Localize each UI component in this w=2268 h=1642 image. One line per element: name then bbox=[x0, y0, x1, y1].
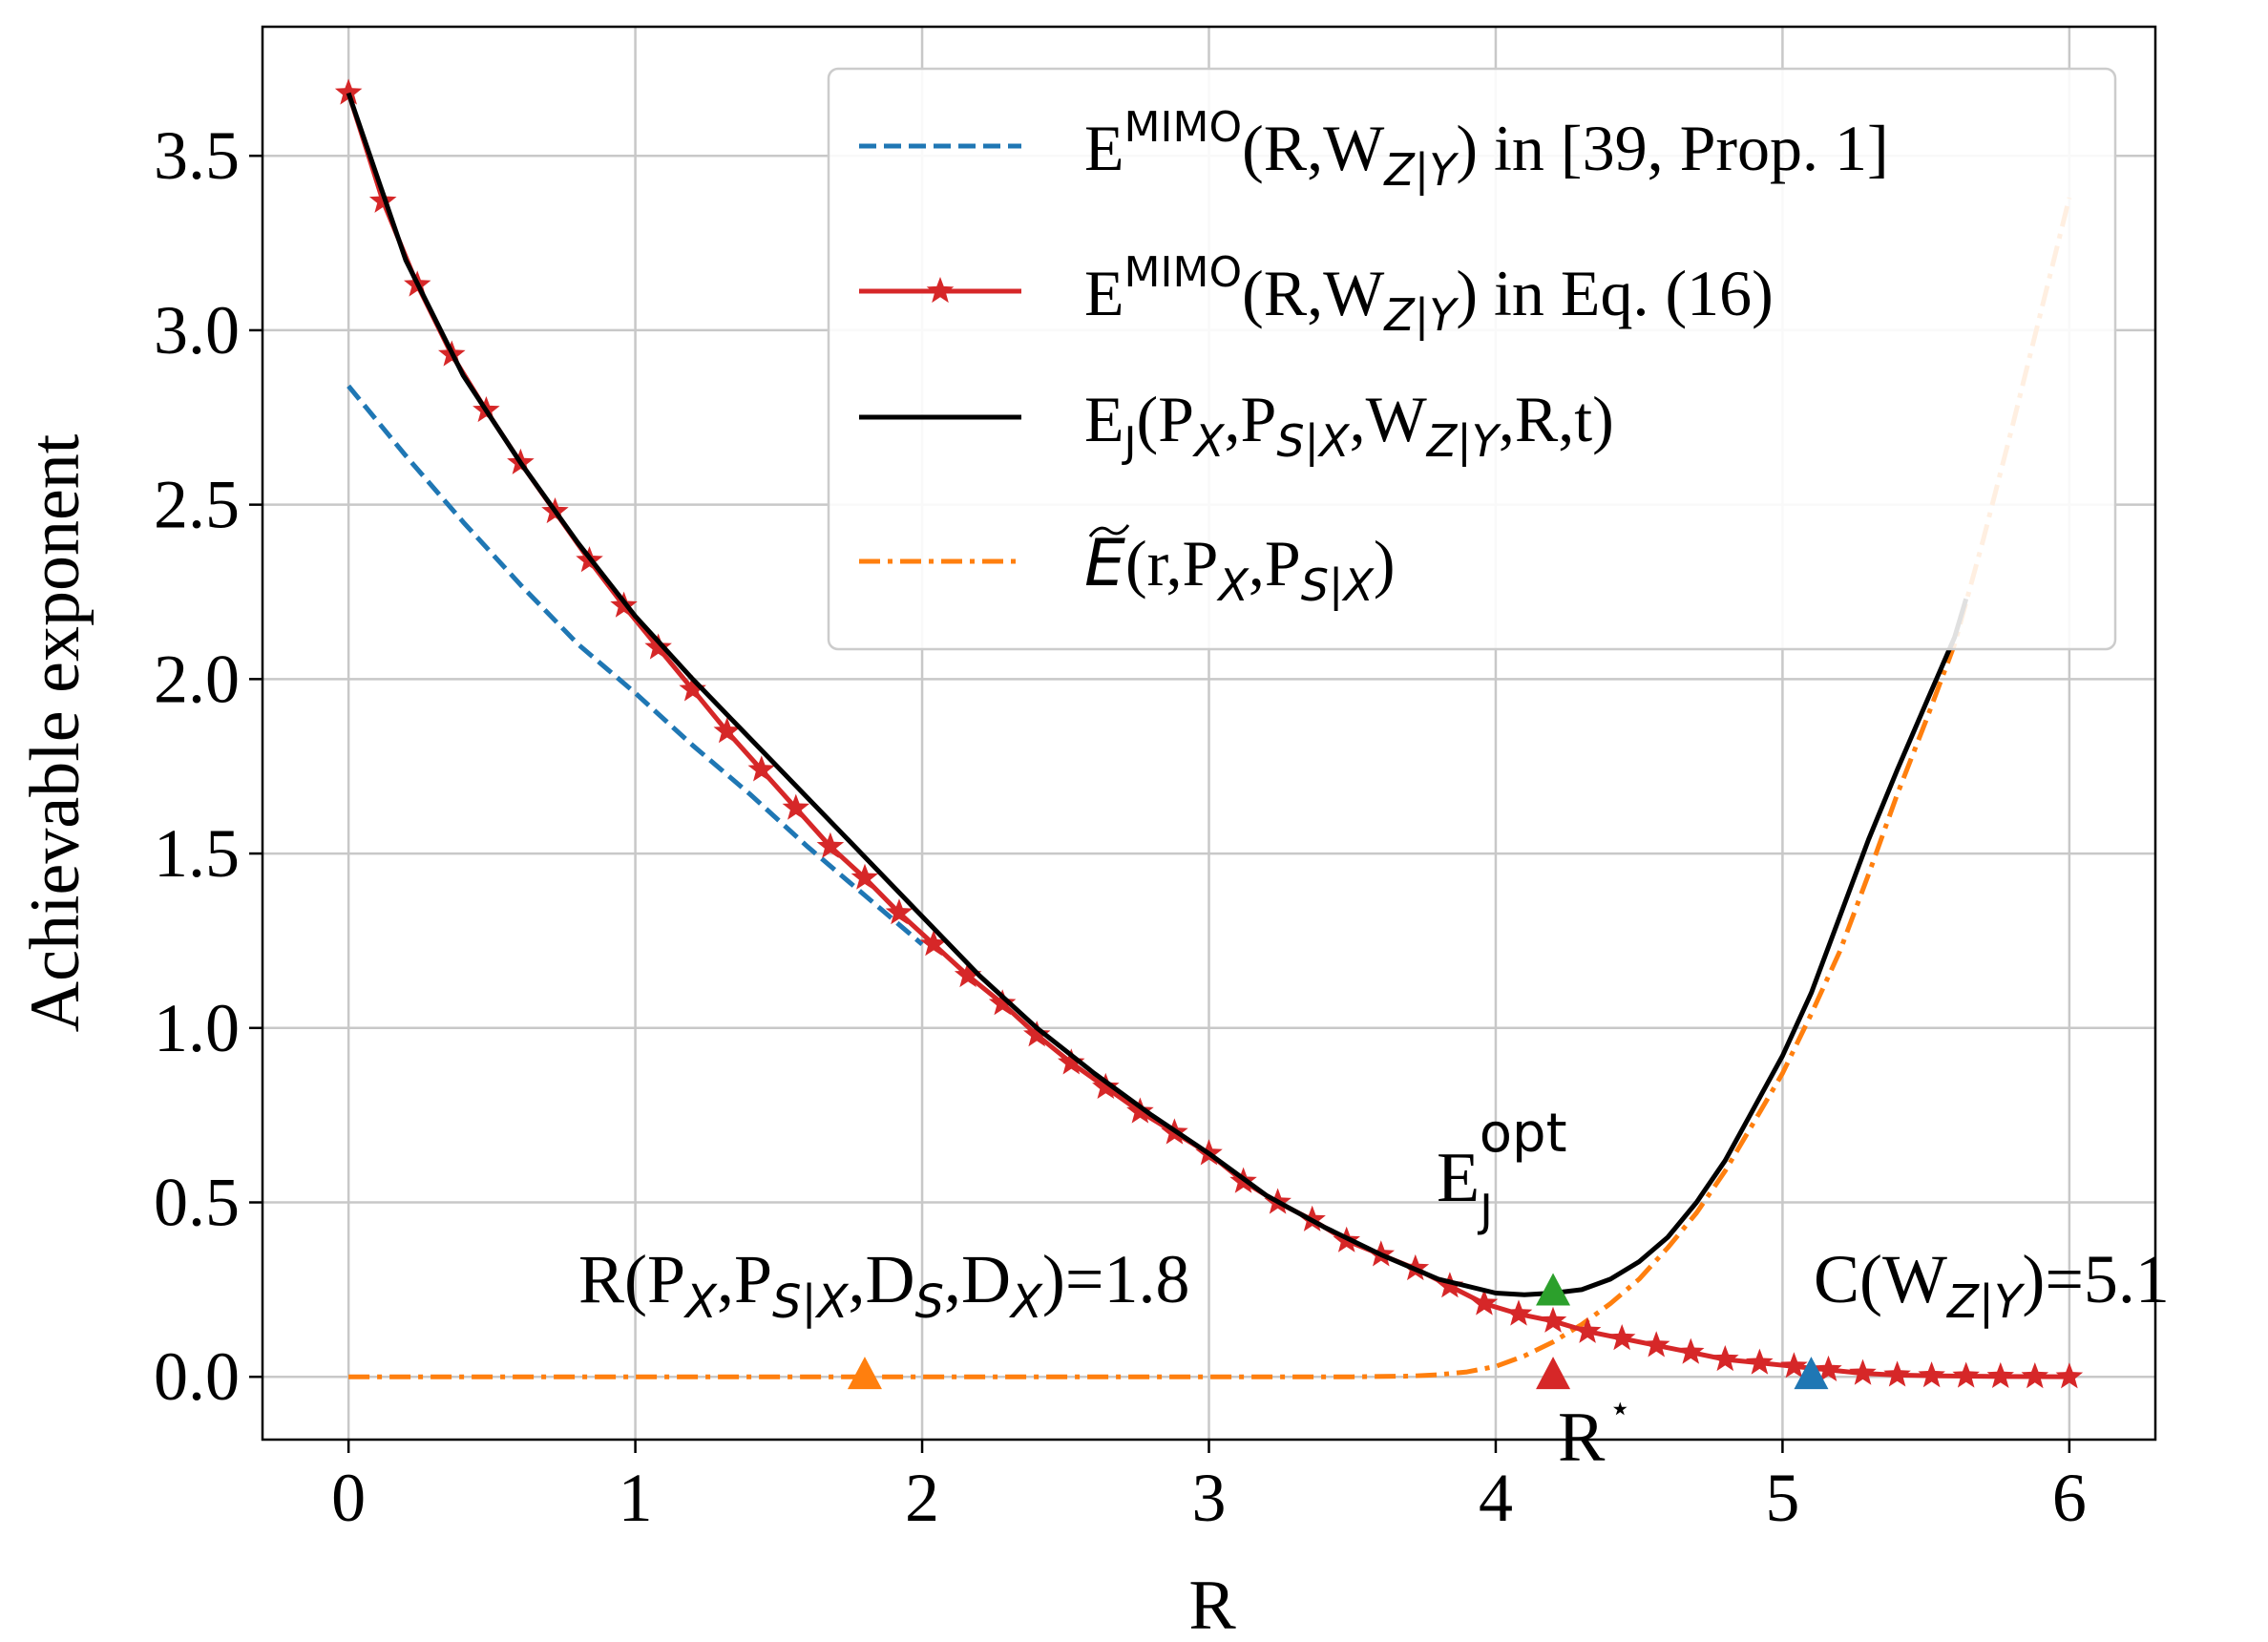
plot-area bbox=[334, 78, 2084, 1390]
x-tick-label: 4 bbox=[1479, 1460, 1513, 1536]
data-point-star bbox=[954, 961, 982, 988]
legend-label-etilde: E(r,PX,PS|X) bbox=[1084, 526, 1396, 612]
data-point-star bbox=[1642, 1331, 1670, 1358]
legend-label-ej: EJ(PX,PS|X,WZ|Y,R,t) bbox=[1084, 383, 1614, 468]
legend-frame bbox=[827, 67, 2117, 651]
data-point-star bbox=[1470, 1289, 1499, 1316]
tilde-icon bbox=[1088, 524, 1130, 537]
data-point-star bbox=[1436, 1272, 1464, 1298]
data-point-star bbox=[2055, 1362, 2084, 1389]
series-line-orange bbox=[348, 197, 2072, 1379]
y-tick-label: 0.0 bbox=[154, 1338, 240, 1415]
data-point-star bbox=[988, 989, 1017, 1016]
data-point-star bbox=[816, 832, 845, 858]
data-point-star bbox=[1504, 1299, 1533, 1326]
data-point-star bbox=[1539, 1306, 1567, 1333]
data-point-star bbox=[1849, 1358, 1877, 1385]
legend-entry-etilde: E(r,PX,PS|X) bbox=[859, 524, 1396, 612]
x-axis-label: R bbox=[1188, 1567, 1236, 1642]
annotation-capacity: C(WZ|Y)=5.1 bbox=[1814, 1241, 2170, 1329]
data-point-star bbox=[850, 863, 879, 890]
x-tick-label: 3 bbox=[1192, 1460, 1227, 1536]
y-tick-label: 1.0 bbox=[154, 990, 240, 1066]
series-line-black bbox=[346, 92, 1969, 1297]
data-point-star bbox=[1780, 1352, 1808, 1379]
data-point-star bbox=[713, 717, 741, 744]
data-point-star bbox=[644, 633, 672, 660]
data-point-star bbox=[679, 675, 706, 702]
data-point-star bbox=[1092, 1072, 1120, 1099]
ticks: 0 1 2 3 4 5 6 0.0 0.5 1.0 1.5 2.0 2.5 3.0 3.5 bbox=[154, 117, 2087, 1536]
orange-triangle-marker bbox=[847, 1357, 882, 1390]
data-point-star bbox=[919, 930, 948, 957]
data-point-star bbox=[334, 78, 363, 105]
series-line-blue bbox=[346, 384, 924, 947]
x-tick-label: 0 bbox=[331, 1460, 366, 1536]
green-triangle-marker bbox=[1536, 1273, 1571, 1306]
y-axis-label: Achievable exponent bbox=[16, 433, 94, 1032]
data-point-star bbox=[1126, 1097, 1154, 1124]
y-tick-label: 1.5 bbox=[154, 815, 240, 892]
data-point-star bbox=[1023, 1021, 1051, 1047]
data-point-star bbox=[885, 898, 914, 925]
data-point-star bbox=[2021, 1362, 2049, 1389]
x-tick-label: 2 bbox=[905, 1460, 939, 1536]
data-point-star bbox=[782, 793, 810, 820]
red-triangle-marker bbox=[1536, 1357, 1571, 1390]
legend-entry-mimo-prop1: EMIMO(R,WZ|Y) in [39, Prop. 1] bbox=[859, 103, 1889, 197]
data-point-star bbox=[1883, 1360, 1911, 1387]
legend-label-mimo-eq16: EMIMO(R,WZ|Y) in Eq. (16) bbox=[1084, 248, 1774, 342]
data-point-star bbox=[1573, 1316, 1602, 1343]
annotation-ej-opt: EJopt bbox=[1437, 1103, 1567, 1236]
y-tick-label: 3.0 bbox=[154, 292, 240, 368]
legend-star-marker bbox=[926, 277, 955, 304]
x-tick-label: 6 bbox=[2052, 1460, 2087, 1536]
data-point-star bbox=[1712, 1345, 1739, 1372]
data-point-star bbox=[1815, 1355, 1842, 1381]
data-point-star bbox=[1677, 1337, 1705, 1364]
x-tick-label: 1 bbox=[619, 1460, 653, 1536]
x-tick-label: 5 bbox=[1765, 1460, 1799, 1536]
y-tick-label: 0.5 bbox=[154, 1165, 240, 1241]
annotation-r-star: R ⋆ bbox=[1558, 1389, 1631, 1477]
blue-triangle-marker bbox=[1794, 1357, 1829, 1390]
y-tick-label: 3.5 bbox=[154, 117, 240, 194]
y-tick-label: 2.5 bbox=[154, 467, 240, 543]
legend-entry-mimo-eq16: EMIMO(R,WZ|Y) in Eq. (16) bbox=[859, 248, 1774, 342]
data-point-star bbox=[1952, 1361, 1980, 1388]
data-point-star bbox=[1058, 1048, 1085, 1075]
legend-label-mimo-prop1: EMIMO(R,WZ|Y) in [39, Prop. 1] bbox=[1084, 103, 1889, 197]
data-point-star bbox=[1746, 1348, 1774, 1375]
data-point-star bbox=[1918, 1361, 1945, 1388]
data-point-star bbox=[747, 755, 776, 782]
data-point-star bbox=[1607, 1324, 1636, 1351]
data-point-star bbox=[1986, 1361, 2014, 1388]
annotation-rate-distortion: R(PX,PS|X,DS,DX)=1.8 bbox=[578, 1241, 1189, 1329]
y-tick-label: 2.0 bbox=[154, 641, 240, 717]
legend: EMIMO(R,WZ|Y) in [39, Prop. 1] EMIMO(R,W… bbox=[827, 67, 2117, 651]
legend-entry-ej: EJ(PX,PS|X,WZ|Y,R,t) bbox=[859, 383, 1614, 468]
